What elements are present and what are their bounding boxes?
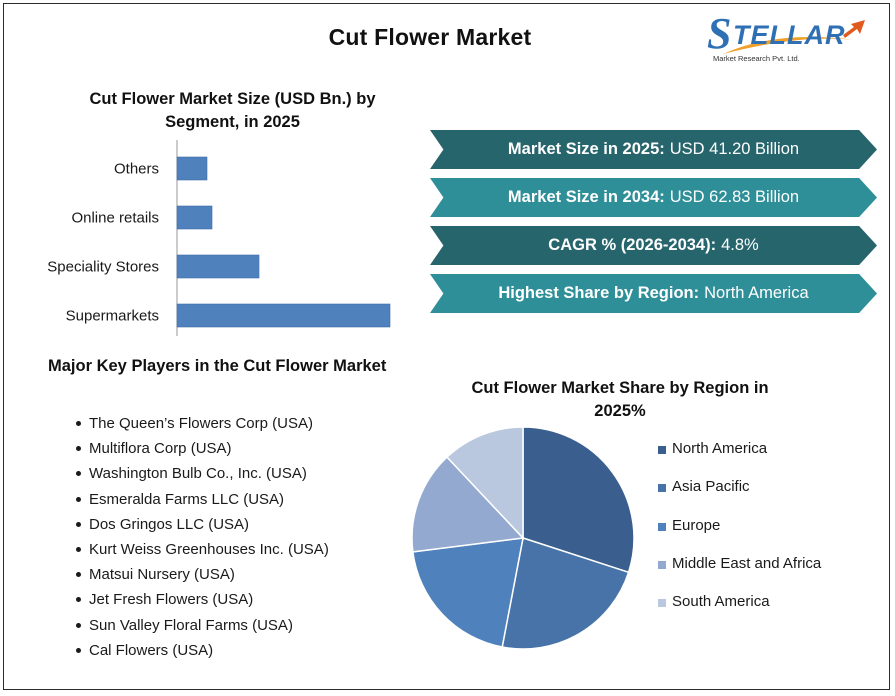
bullet-icon bbox=[76, 597, 81, 603]
pie-slice bbox=[522, 426, 635, 574]
legend-swatch bbox=[658, 522, 666, 531]
bullet-icon bbox=[76, 622, 81, 628]
region-pie-chart bbox=[411, 426, 635, 650]
bullet-icon bbox=[76, 547, 81, 553]
bar bbox=[176, 254, 260, 279]
banner-market-size-2025: Market Size in 2025: USD 41.20 Billion bbox=[430, 130, 877, 169]
list-item: Kurt Weiss Greenhouses Inc. (USA) bbox=[76, 537, 329, 562]
legend-swatch bbox=[658, 599, 666, 608]
key-players-list: The Queen’s Flowers Corp (USA) Multiflor… bbox=[76, 411, 329, 663]
segment-bar-chart: Others Online retails Speciality Stores Sup… bbox=[47, 140, 391, 336]
pie-slice bbox=[411, 456, 525, 553]
key-player-name: Cal Flowers (USA) bbox=[89, 641, 214, 659]
key-player-name: Kurt Weiss Greenhouses Inc. (USA) bbox=[89, 541, 329, 559]
banner-label: Market Size in 2025: bbox=[507, 140, 665, 158]
bullet-icon bbox=[76, 521, 81, 527]
bullet-icon bbox=[76, 421, 81, 427]
legend-label: Middle East and Africa bbox=[672, 554, 822, 572]
banner-value: USD 41.20 Billion bbox=[669, 140, 800, 158]
logo-arrow-icon bbox=[843, 20, 865, 38]
bar bbox=[176, 205, 213, 230]
legend-item: South America bbox=[658, 593, 821, 631]
list-item: Matsui Nursery (USA) bbox=[76, 562, 329, 587]
bar bbox=[176, 303, 391, 328]
bar-chart-title: Cut Flower Market Size (USD Bn.) by Segm… bbox=[89, 90, 376, 131]
bar-category-label: Online retails bbox=[71, 210, 159, 227]
logo-name: TELLAR bbox=[733, 20, 845, 50]
legend-swatch bbox=[658, 446, 666, 454]
banner-label: Highest Share by Region: bbox=[498, 284, 700, 302]
legend-label: North America bbox=[672, 440, 768, 457]
key-player-name: Esmeralda Farms LLC (USA) bbox=[89, 490, 285, 508]
list-item: Washington Bulb Co., Inc. (USA) bbox=[76, 461, 329, 486]
legend-item: Asia Pacific bbox=[658, 478, 821, 516]
pie-chart-title: Cut Flower Market Share by Region in 202… bbox=[471, 379, 769, 420]
bullet-icon bbox=[76, 496, 81, 502]
pie-slice bbox=[501, 537, 630, 650]
bar-category-label: Others bbox=[114, 161, 159, 178]
banner-cagr: CAGR % (2026-2034): 4.8% bbox=[430, 226, 877, 265]
bar-category-label: Supermarkets bbox=[66, 308, 159, 325]
list-item: Esmeralda Farms LLC (USA) bbox=[76, 487, 329, 512]
legend-label: Europe bbox=[672, 516, 721, 534]
list-item: Multiflora Corp (USA) bbox=[76, 436, 329, 461]
logo-initial: S bbox=[707, 10, 731, 58]
list-item: Sun Valley Floral Farms (USA) bbox=[76, 613, 329, 638]
legend-swatch bbox=[658, 560, 666, 569]
legend-swatch bbox=[658, 484, 666, 493]
banner-label: CAGR % (2026-2034): bbox=[548, 236, 717, 254]
key-player-name: Matsui Nursery (USA) bbox=[89, 566, 235, 584]
key-player-name: Multiflora Corp (USA) bbox=[89, 440, 232, 458]
pie-slice bbox=[412, 537, 524, 648]
banner-label: Market Size in 2034: bbox=[507, 188, 665, 206]
bullet-icon bbox=[76, 572, 81, 578]
legend-item: Europe bbox=[658, 517, 821, 555]
stellar-logo: S TELLAR Market Research Pvt. Ltd. bbox=[707, 10, 865, 63]
list-item: Dos Gringos LLC (USA) bbox=[76, 512, 329, 537]
pie-slice bbox=[445, 426, 524, 540]
banner-market-size-2034: Market Size in 2034: USD 62.83 Billion bbox=[430, 178, 877, 217]
page-title: Cut Flower Market bbox=[328, 24, 532, 50]
key-player-name: Jet Fresh Flowers (USA) bbox=[89, 591, 254, 609]
key-player-name: Washington Bulb Co., Inc. (USA) bbox=[89, 465, 307, 483]
list-item: Cal Flowers (USA) bbox=[76, 638, 329, 663]
list-item: Jet Fresh Flowers (USA) bbox=[76, 587, 329, 612]
bullet-icon bbox=[76, 647, 81, 653]
key-player-name: Dos Gringos LLC (USA) bbox=[89, 515, 250, 533]
legend-label: Asia Pacific bbox=[672, 478, 750, 496]
bullet-icon bbox=[76, 471, 81, 477]
legend-item: Middle East and Africa bbox=[658, 555, 821, 593]
bar bbox=[176, 156, 208, 181]
key-player-name: The Queen’s Flowers Corp (USA) bbox=[89, 415, 313, 433]
stat-banners: Market Size in 2025: USD 41.20 Billion Ma… bbox=[430, 130, 877, 322]
key-players-title: Major Key Players in the Cut Flower Mark… bbox=[48, 357, 387, 375]
banner-value: 4.8% bbox=[721, 236, 759, 254]
list-item: The Queen’s Flowers Corp (USA) bbox=[76, 411, 329, 436]
bullet-icon bbox=[76, 446, 81, 452]
pie-legend: North America Asia Pacific Europe Middle… bbox=[658, 440, 821, 631]
banner-value: USD 62.83 Billion bbox=[669, 188, 800, 206]
bar-category-label: Speciality Stores bbox=[47, 259, 159, 276]
banner-value: North America bbox=[704, 284, 809, 302]
key-player-name: Sun Valley Floral Farms (USA) bbox=[89, 616, 293, 634]
banner-highest-share-region: Highest Share by Region: North America bbox=[430, 274, 877, 313]
logo-tagline: Market Research Pvt. Ltd. bbox=[713, 54, 800, 63]
legend-label: South America bbox=[672, 593, 770, 611]
legend-item: North America bbox=[658, 440, 821, 478]
logo-swoosh bbox=[723, 37, 855, 54]
